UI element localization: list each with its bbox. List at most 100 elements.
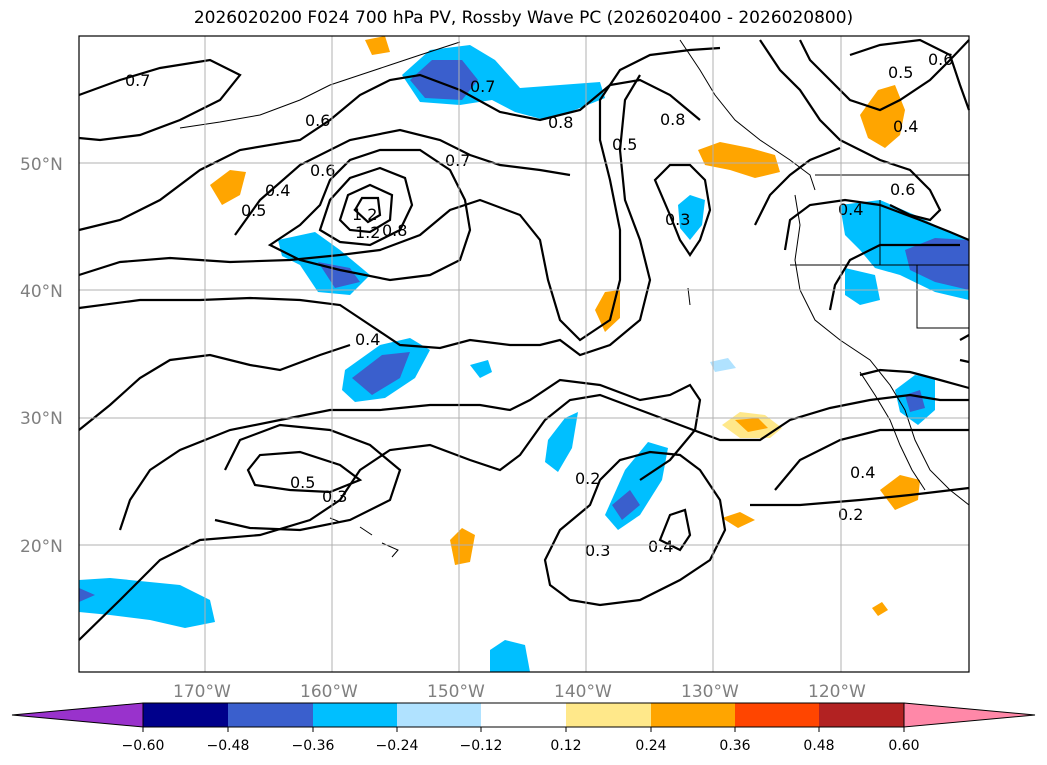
- shade-negative: [710, 358, 736, 372]
- shade-negative: [79, 578, 215, 628]
- lat-label: 20°N: [20, 537, 63, 557]
- contour-label: 0.6: [928, 50, 953, 69]
- colorbar: −0.60 −0.48 −0.36 −0.24 −0.12 0.12 0.24 …: [11, 702, 1036, 754]
- contour-label: 0.5: [888, 63, 913, 82]
- contour-label: 0.4: [265, 181, 290, 200]
- shade-positive: [450, 528, 475, 565]
- pv-contour: [318, 166, 414, 247]
- latitude-labels: 50°N 40°N 30°N 20°N: [20, 155, 63, 557]
- island-small: [687, 287, 691, 306]
- lon-label: 170°W: [173, 682, 231, 702]
- pv-contour: [214, 423, 402, 532]
- contour-label: 0.3: [665, 210, 690, 229]
- pv-contour: [353, 196, 382, 224]
- map-title: 2026020200 F024 700 hPa PV, Rossby Wave …: [193, 8, 854, 28]
- contour-label: 0.3: [585, 541, 610, 560]
- pv-contour: [774, 428, 969, 491]
- contour-label: 1.2: [352, 205, 377, 224]
- coastline-layer: [179, 39, 970, 558]
- contour-label: 0.4: [355, 330, 380, 349]
- shade-positive: [365, 36, 390, 55]
- lat-label: 50°N: [20, 155, 63, 175]
- contour-label: 0.4: [850, 463, 875, 482]
- lon-label: 120°W: [808, 682, 866, 702]
- coastline-westcoast: [794, 194, 970, 506]
- lon-label: 130°W: [681, 682, 739, 702]
- contour-label: 0.7: [125, 71, 150, 90]
- pv-contour: [338, 183, 394, 234]
- shade-positive: [735, 418, 768, 432]
- pv-contour: [849, 38, 971, 111]
- shade-positive: [210, 170, 246, 205]
- pv-contour: [543, 450, 727, 607]
- lat-label: 40°N: [20, 282, 63, 302]
- colorbar-extend-min: [11, 702, 144, 728]
- colorbar-tick-label: −0.48: [207, 738, 250, 754]
- colorbar-segment: [228, 703, 313, 727]
- lon-label: 150°W: [427, 682, 485, 702]
- coastline-aleutians: [179, 41, 461, 129]
- colorbar-segment: [313, 703, 397, 727]
- colorbar-segment: [735, 703, 819, 727]
- colorbar-segment: [651, 703, 735, 727]
- contour-labels: 0.7 0.6 0.6 0.5 0.4 0.7 0.7 0.8 0.5 0.8 …: [125, 50, 953, 560]
- pv-contour: [267, 148, 472, 282]
- contour-label: 0.6: [305, 111, 330, 130]
- longitude-labels: 170°W 160°W 150°W 140°W 130°W 120°W: [173, 682, 866, 702]
- shading-layer: [79, 36, 969, 672]
- lon-label: 140°W: [554, 682, 612, 702]
- pv-contour: [78, 58, 242, 142]
- contour-layer: [78, 38, 971, 641]
- shade-negative-core: [905, 238, 969, 290]
- shade-negative-core: [612, 490, 640, 520]
- coastline-alaska: [679, 39, 816, 191]
- pv-contour: [118, 378, 702, 531]
- coastline-baja: [859, 371, 926, 491]
- contour-label: 0.8: [382, 221, 407, 240]
- shade-positive: [860, 85, 905, 148]
- colorbar-segment: [143, 703, 228, 727]
- pv-contour: [78, 74, 652, 357]
- pv-contour: [234, 128, 571, 236]
- contour-label: 0.4: [838, 200, 863, 219]
- lon-label: 160°W: [300, 682, 358, 702]
- shade-negative-core: [79, 588, 95, 602]
- shade-negative: [470, 360, 492, 378]
- contour-label: 0.5: [612, 135, 637, 154]
- colorbar-segment: [819, 703, 904, 727]
- colorbar-tick-label: 0.24: [635, 738, 666, 754]
- colorbar-tick-label: −0.12: [460, 738, 503, 754]
- contour-label: 0.8: [548, 113, 573, 132]
- pv-contour: [658, 508, 692, 552]
- pv-contour: [783, 198, 970, 251]
- pv-contour: [246, 450, 363, 494]
- pv-contour: [750, 486, 970, 507]
- pv-contour: [78, 393, 969, 641]
- pv-contour: [828, 243, 960, 311]
- colorbar-tick-label: 0.48: [803, 738, 834, 754]
- colorbar-tick-label: −0.24: [376, 738, 419, 754]
- pv-contour: [799, 39, 970, 112]
- contour-label: 0.2: [838, 505, 863, 524]
- contour-label: 0.6: [310, 161, 335, 180]
- colorbar-segment: [481, 703, 566, 727]
- contour-label: 0.2: [575, 469, 600, 488]
- contour-label: 0.7: [445, 151, 470, 170]
- plot-area: [79, 36, 969, 672]
- shade-negative-core: [352, 352, 410, 395]
- pv-contour: [759, 39, 942, 222]
- shade-negative: [490, 640, 530, 672]
- colorbar-ticks: [142, 727, 905, 732]
- shade-positive: [698, 142, 780, 178]
- pv-contour: [78, 46, 721, 342]
- shade-positive: [722, 512, 755, 528]
- colorbar-frame: [142, 702, 905, 728]
- shade-negative: [678, 195, 705, 240]
- shade-positive: [872, 602, 888, 616]
- colorbar-segment: [397, 703, 481, 727]
- plot-frame: [78, 35, 970, 673]
- contour-label: 0.5: [241, 201, 266, 220]
- colorbar-tick-label: 0.60: [888, 738, 919, 754]
- border-states: [790, 200, 969, 329]
